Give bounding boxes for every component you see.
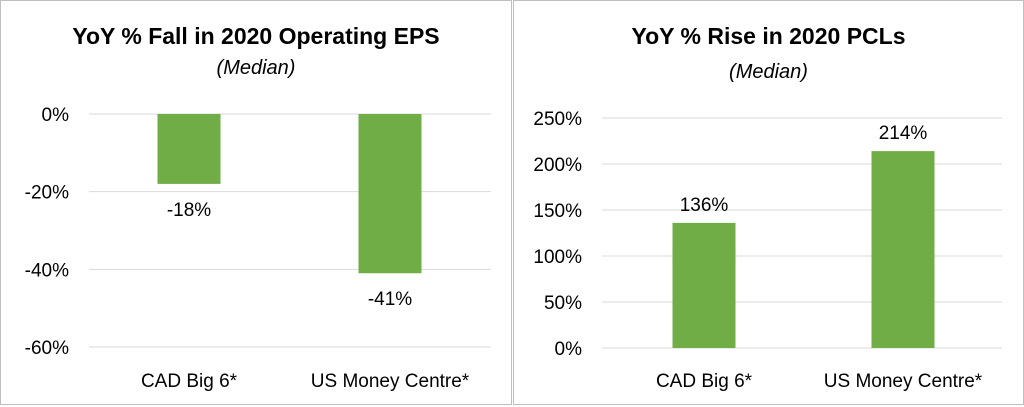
pcl-ytick-label: 50% xyxy=(544,293,582,314)
eps-ytick-label: -20% xyxy=(25,183,69,204)
eps-chart-title: YoY % Fall in 2020 Operating EPS xyxy=(72,23,440,49)
pcl-ytick-label: 200% xyxy=(533,155,582,176)
eps-bar xyxy=(358,114,422,274)
pcl-chart-subtitle: (Median) xyxy=(729,61,808,83)
eps-category-label: US Money Centre* xyxy=(311,371,470,392)
eps-ytick-label: -60% xyxy=(25,338,69,359)
pcl-chart-plot: 250% 200% 150% 100% 50% 0% 136% CAD Big 6* 214% U… xyxy=(533,109,1002,392)
pcl-chart-title: YoY % Rise in 2020 PCLs xyxy=(631,23,906,49)
eps-chart-plot: 0% -20% -40% -60% -18% CAD Big 6* -41% US Money… xyxy=(25,105,491,392)
eps-data-label: -41% xyxy=(368,289,412,310)
pcl-data-label: 136% xyxy=(680,195,729,216)
pcl-ytick-label: 0% xyxy=(555,339,583,360)
eps-ytick-label: -40% xyxy=(25,260,69,281)
pcl-ytick-label: 250% xyxy=(533,109,582,130)
pcl-data-label: 214% xyxy=(879,123,928,144)
pcl-bar xyxy=(871,151,935,348)
pcl-category-label: CAD Big 6* xyxy=(656,371,753,392)
pcl-ytick-label: 150% xyxy=(533,201,582,222)
pcl-category-label: US Money Centre* xyxy=(824,371,983,392)
eps-category-label: CAD Big 6* xyxy=(141,371,238,392)
pcl-ytick-label: 100% xyxy=(533,247,582,268)
pcl-chart-panel: YoY % Rise in 2020 PCLs (Median) 250% 200… xyxy=(513,0,1024,405)
eps-ytick-label: 0% xyxy=(42,105,70,126)
eps-bar xyxy=(157,114,221,184)
eps-chart-panel: YoY % Fall in 2020 Operating EPS (Median… xyxy=(0,0,512,405)
eps-data-label: -18% xyxy=(167,200,211,221)
eps-chart-subtitle: (Median) xyxy=(216,57,296,79)
pcl-bar xyxy=(672,222,736,348)
